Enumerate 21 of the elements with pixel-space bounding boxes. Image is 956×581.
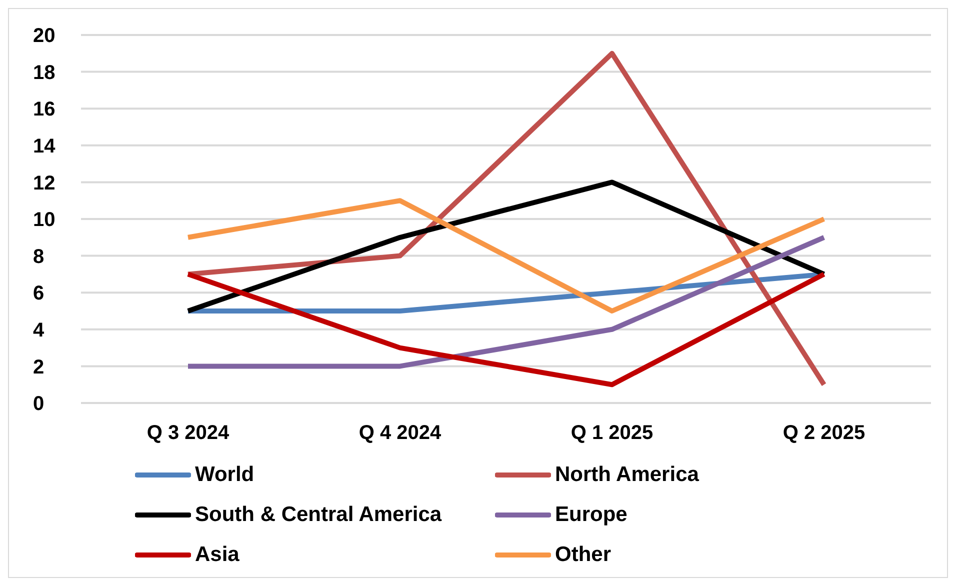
x-tick-label: Q 3 2024 [146, 422, 230, 444]
y-tick-label: 20 [33, 25, 56, 48]
legend-label: Other [555, 543, 612, 567]
y-tick-label: 16 [33, 98, 56, 121]
y-tick-label: 0 [33, 393, 44, 416]
legend-label: North America [555, 463, 699, 487]
y-tick-label: 8 [33, 246, 44, 268]
legend-label: Asia [195, 543, 240, 567]
legend-label: South & Central America [195, 503, 442, 527]
x-tick-label: Q 2 2025 [782, 422, 866, 444]
y-tick-label: 18 [33, 62, 56, 84]
y-tick-label: 4 [33, 320, 45, 342]
y-tick-label: 2 [33, 356, 44, 378]
y-tick-label: 12 [33, 172, 56, 194]
x-tick-label: Q 1 2025 [570, 422, 654, 444]
legend-label: World [195, 463, 254, 487]
legend-label: Europe [555, 503, 628, 527]
y-tick-label: 10 [33, 209, 56, 232]
x-tick-label: Q 4 2024 [358, 422, 442, 444]
y-tick-label: 14 [33, 136, 56, 158]
y-tick-label: 6 [33, 282, 44, 305]
